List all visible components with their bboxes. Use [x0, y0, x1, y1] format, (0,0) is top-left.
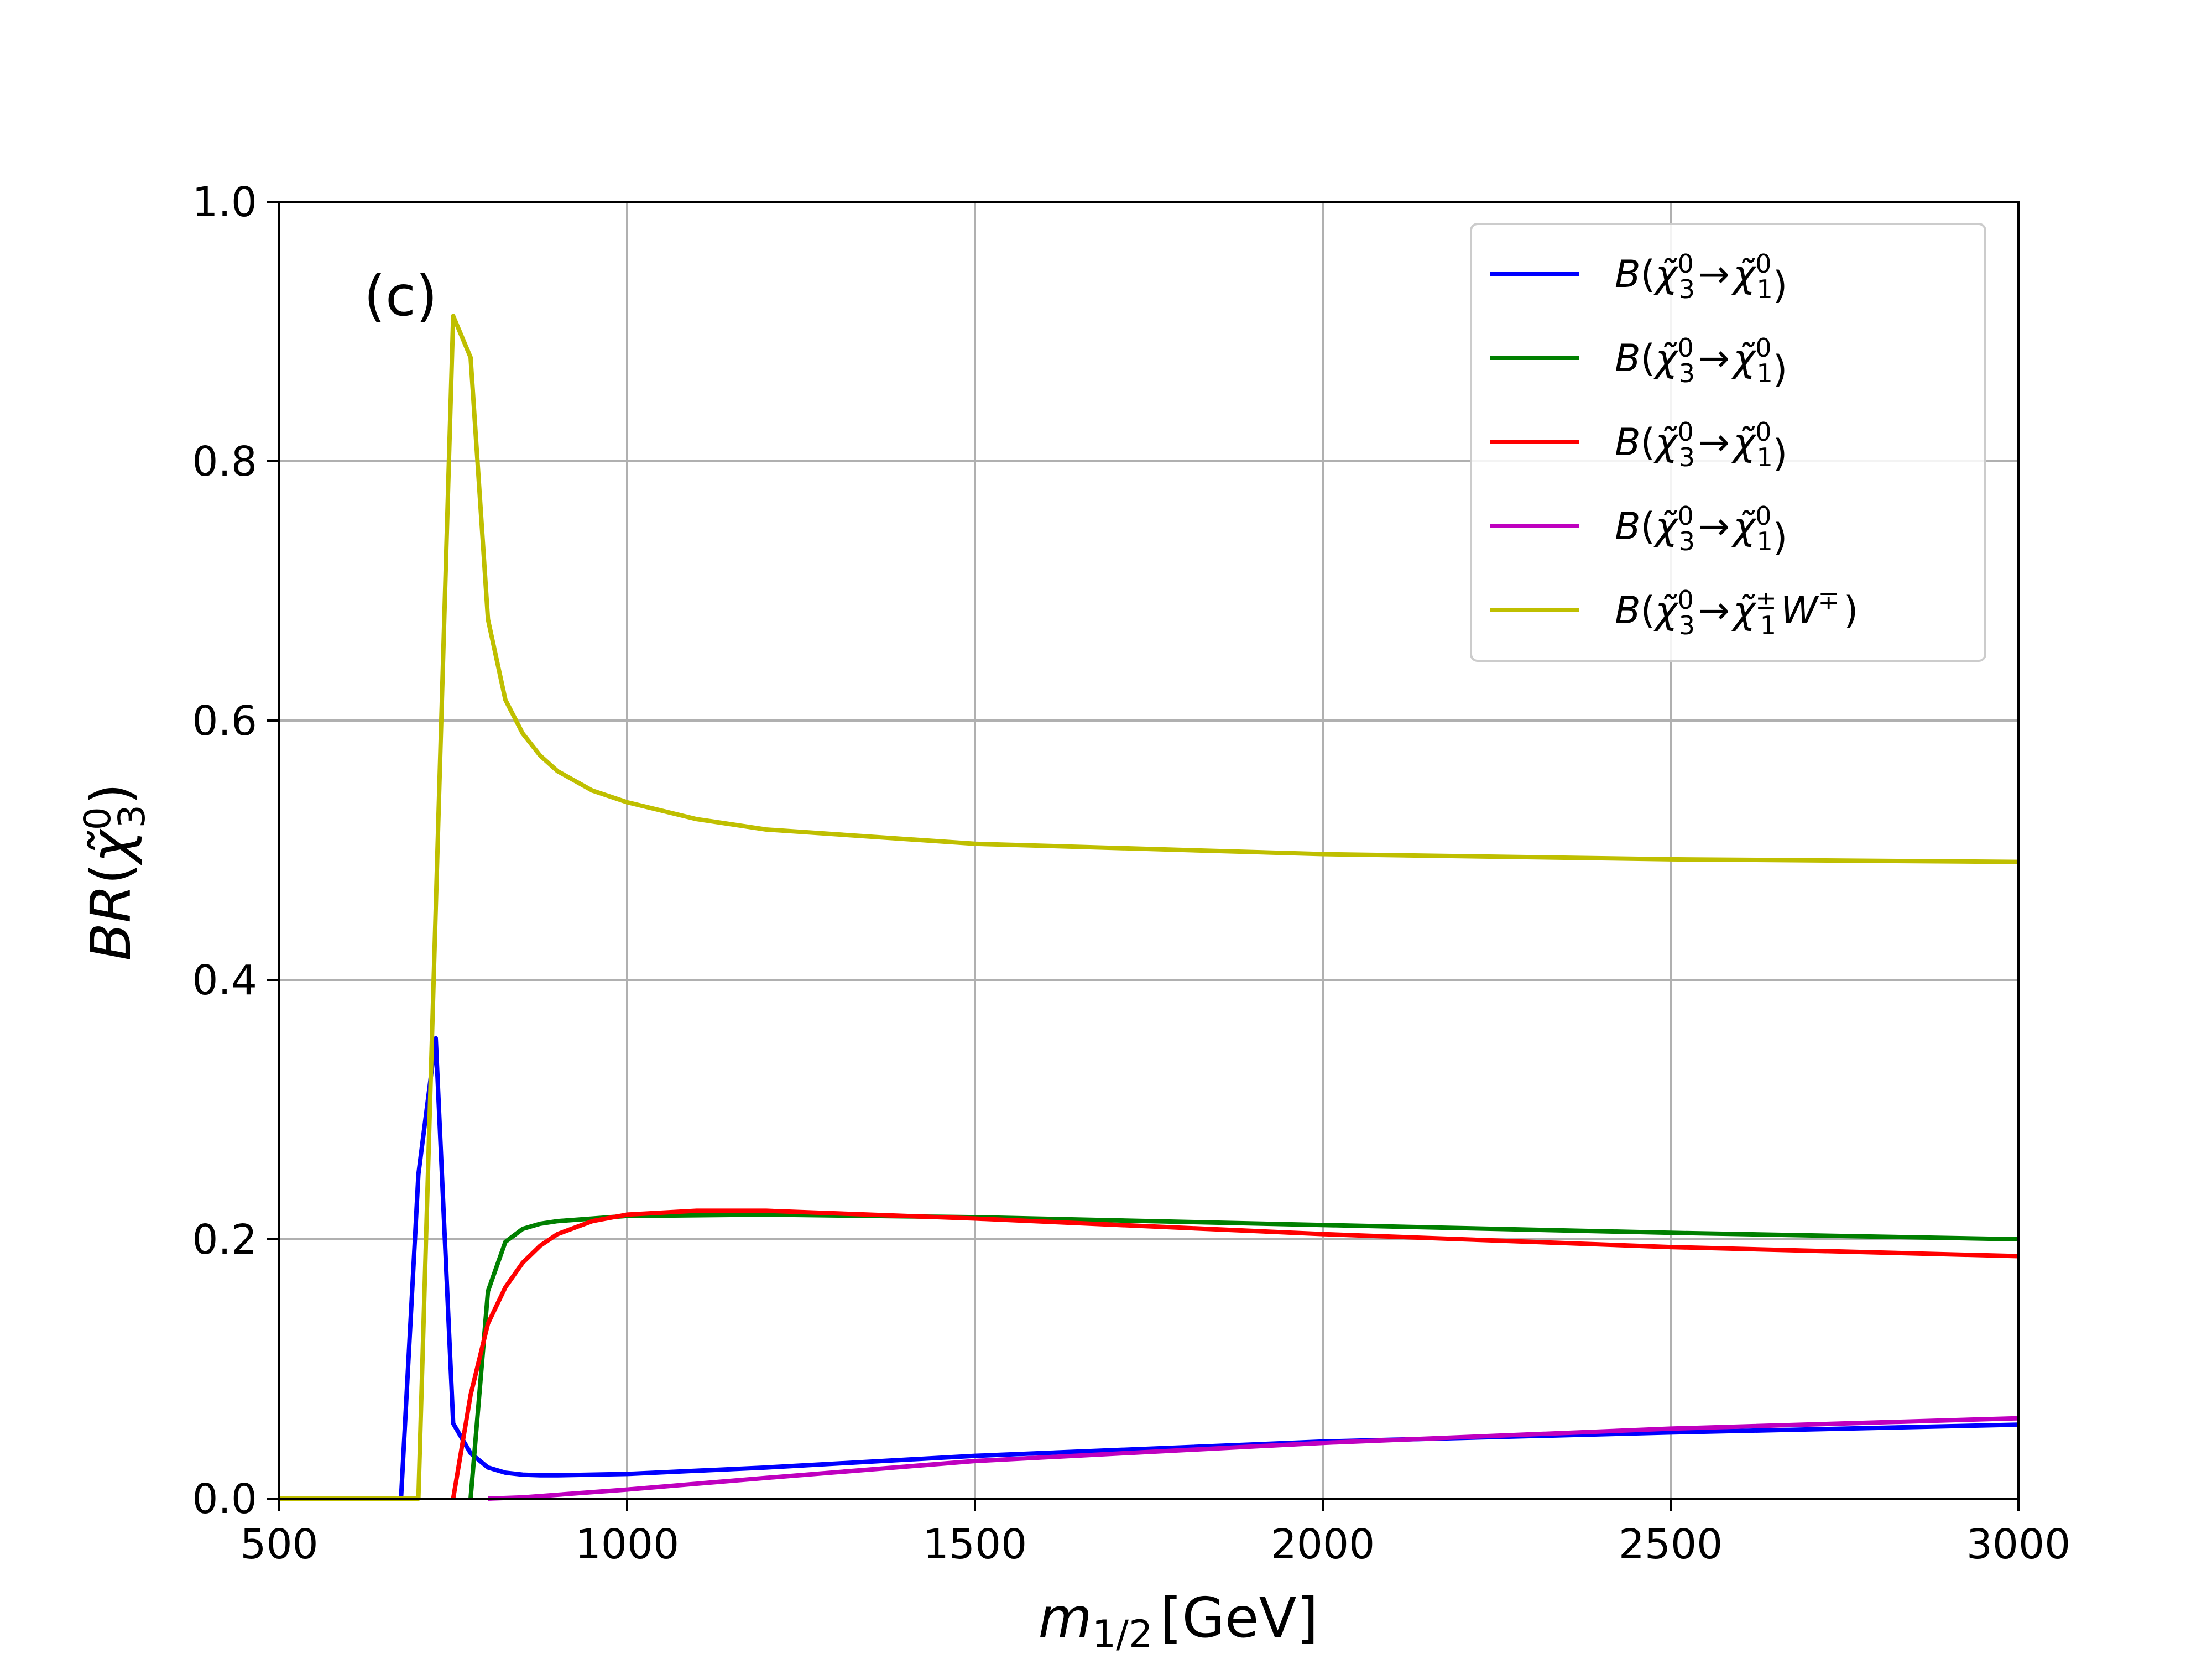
legend-sup: 0	[1755, 249, 1771, 279]
x-axis-title-symbol: m	[1039, 1585, 1092, 1650]
legend-items: B(χ̃0 3→χ̃0 1)B(χ̃0 3→χ̃0 1)B(χ̃0 3→χ̃0 1)B(χ̃…	[1490, 249, 1858, 640]
y-axis-title-superscript: 0	[76, 807, 119, 830]
legend-paren-close: )	[1773, 516, 1788, 560]
x-tick-label: 2500	[1619, 1521, 1723, 1568]
legend-chi: χ̃	[1731, 589, 1757, 633]
legend-chi: χ̃	[1731, 337, 1757, 380]
legend-label-5: B(χ̃0 3→χ̃± 1 W∓)	[1615, 585, 1858, 640]
y-tick-label: 0.2	[192, 1216, 257, 1264]
legend-chi: χ̃	[1653, 253, 1679, 296]
legend-label-4: B(χ̃0 3→χ̃0 1)	[1615, 501, 1787, 560]
legend-sup: 0	[1677, 249, 1693, 279]
axis-ticks: 500 1000 1500 2000 2500 30000.00.20.40.60.81.…	[192, 179, 2070, 1568]
legend-b: B	[1615, 589, 1641, 633]
legend-box	[1470, 223, 1986, 662]
legend-sub: 3	[1679, 526, 1695, 556]
x-tick-label: 500	[240, 1521, 318, 1568]
legend-b: B	[1615, 253, 1641, 296]
legend-b: B	[1615, 421, 1641, 465]
legend-sub: 1	[1757, 526, 1773, 556]
y-axis-title-symbol: BR	[79, 884, 143, 961]
series-line-3	[451, 1208, 2019, 1499]
series-line-4	[488, 1416, 2019, 1501]
legend-paren-open: (	[1641, 589, 1656, 633]
legend-b: B	[1615, 337, 1641, 380]
legend-arrow: →	[1698, 337, 1730, 380]
x-axis-title-unit: [GeV]	[1160, 1585, 1318, 1650]
legend-paren-open: (	[1641, 505, 1656, 549]
legend-sub: 3	[1679, 274, 1695, 304]
plot-frame	[278, 201, 2020, 1500]
legend-label-2: B(χ̃0 3→χ̃0 1)	[1615, 333, 1787, 392]
legend-paren-open: (	[1641, 337, 1656, 380]
legend-chi: χ̃	[1731, 421, 1757, 465]
legend-chi: χ̃	[1653, 421, 1679, 465]
legend-arrow: →	[1698, 253, 1730, 296]
legend-sub: 3	[1679, 358, 1695, 388]
y-axis-title-subscript: 3	[111, 805, 153, 828]
legend-sup: 0	[1677, 417, 1693, 447]
legend-b: B	[1615, 505, 1641, 549]
y-axis-title-open-paren: (	[79, 863, 143, 884]
legend-paren-close: )	[1773, 432, 1788, 476]
legend-chi: χ̃	[1653, 589, 1679, 633]
y-tick-label: 0.8	[192, 438, 257, 486]
legend-chi: χ̃	[1653, 505, 1679, 549]
y-tick-label: 0.4	[192, 957, 257, 1004]
y-axis-title: BR(χ̃03)	[76, 783, 153, 961]
x-tick-label: 1000	[575, 1521, 679, 1568]
legend-paren-open: (	[1641, 421, 1656, 465]
plot-series	[279, 314, 2019, 1501]
legend-sup: 0	[1677, 333, 1693, 363]
legend-chi: χ̃	[1731, 505, 1757, 549]
x-axis-title: m1/2 [GeV]	[1039, 1585, 1318, 1656]
y-axis-title-chi: χ̃	[79, 828, 143, 865]
x-axis-title-subscript: 1/2	[1092, 1613, 1152, 1656]
legend-boson: W	[1781, 589, 1819, 633]
legend: B(χ̃0 3→χ̃0 1)B(χ̃0 3→χ̃0 1)B(χ̃0 3→χ̃0 1)B(χ̃…	[1470, 223, 1986, 662]
legend-sup: 0	[1755, 333, 1771, 363]
legend-paren-close: )	[1844, 589, 1859, 633]
y-tick-label: 0.0	[192, 1475, 257, 1523]
legend-sub: 3	[1679, 442, 1695, 472]
legend-sup: 0	[1755, 501, 1771, 531]
legend-paren-open: (	[1641, 253, 1656, 296]
legend-sup: 0	[1677, 585, 1693, 615]
legend-sub: 1	[1757, 442, 1773, 472]
x-tick-label: 1500	[923, 1521, 1027, 1568]
legend-sup: 0	[1755, 417, 1771, 447]
legend-sub: 3	[1679, 611, 1695, 640]
x-tick-label: 3000	[1966, 1521, 2070, 1568]
legend-sup: 0	[1677, 501, 1693, 531]
legend-paren-close: )	[1773, 264, 1788, 307]
x-tick-label: 2000	[1271, 1521, 1375, 1568]
panel-label: (c)	[364, 264, 437, 328]
legend-sup: ±	[1755, 585, 1777, 615]
legend-arrow: →	[1698, 589, 1730, 633]
legend-sub: 1	[1757, 274, 1773, 304]
y-axis-title-close-paren: )	[79, 783, 143, 805]
y-tick-label: 0.6	[192, 697, 257, 745]
series-line-2	[468, 1212, 2019, 1499]
legend-arrow: →	[1698, 421, 1730, 465]
legend-label-3: B(χ̃0 3→χ̃0 1)	[1615, 417, 1787, 476]
legend-chi: χ̃	[1653, 337, 1679, 380]
y-tick-label: 1.0	[192, 179, 257, 226]
legend-chi: χ̃	[1731, 253, 1757, 296]
series-line-5	[279, 314, 2019, 1501]
legend-sub: 1	[1757, 358, 1773, 388]
legend-arrow: →	[1698, 505, 1730, 549]
legend-label-1: B(χ̃0 3→χ̃0 1)	[1615, 249, 1787, 307]
legend-paren-close: )	[1773, 348, 1788, 392]
legend-sup: ∓	[1818, 585, 1839, 615]
legend-sub: 1	[1760, 611, 1776, 640]
